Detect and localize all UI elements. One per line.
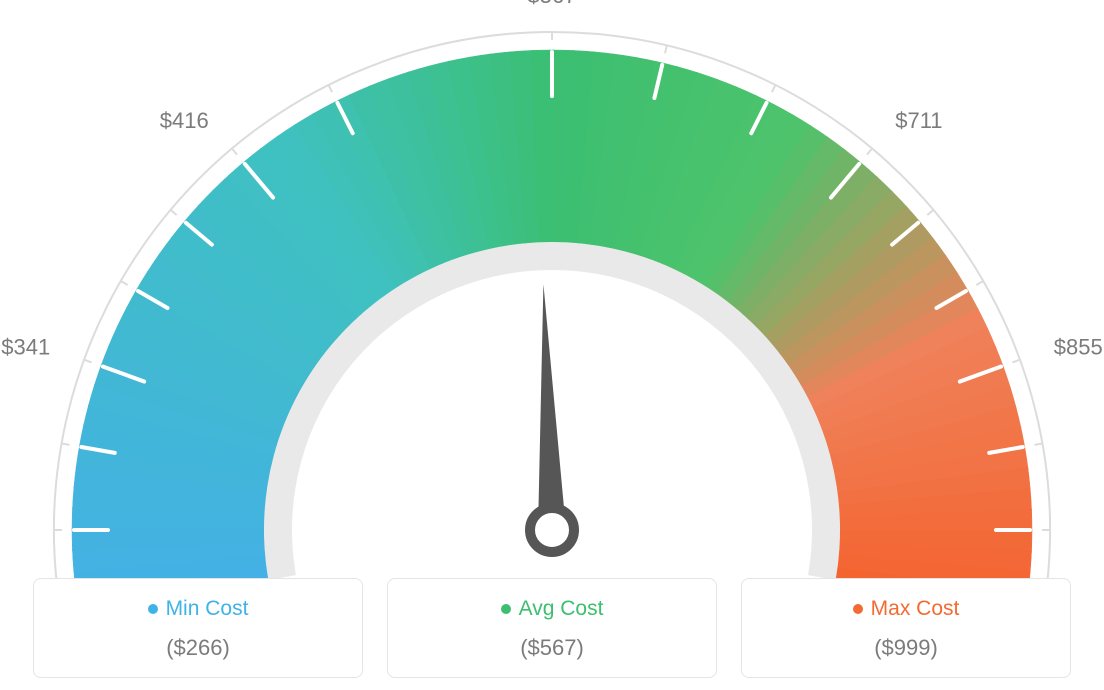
- legend-card: Min Cost ($266): [33, 578, 363, 678]
- legend-card-title: Min Cost: [148, 597, 249, 621]
- gauge-tick-label: $711: [895, 108, 942, 133]
- gauge-tick-label: $341: [1, 334, 50, 359]
- legend-card-title-text: Min Cost: [166, 597, 249, 621]
- legend-dot-icon: [501, 604, 511, 614]
- legend-card-value: ($567): [398, 635, 706, 661]
- legend-card-title: Avg Cost: [501, 597, 604, 621]
- legend-card-title-text: Max Cost: [871, 597, 960, 621]
- gauge-area: $266$341$416$567$711$855$999: [0, 0, 1104, 560]
- legend-card-title-text: Avg Cost: [519, 597, 604, 621]
- gauge-needle: [538, 284, 566, 530]
- gauge-needle-hub: [530, 508, 574, 552]
- gauge-tick-label: $567: [528, 0, 577, 8]
- legend-card-value: ($999): [752, 635, 1060, 661]
- legend-card-title: Max Cost: [853, 597, 960, 621]
- gauge-tick-label: $416: [160, 108, 209, 133]
- legend-card: Max Cost ($999): [741, 578, 1071, 678]
- legend-row: Min Cost ($266) Avg Cost ($567) Max Cost ($99…: [0, 578, 1104, 678]
- legend-dot-icon: [853, 604, 863, 614]
- legend-dot-icon: [148, 604, 158, 614]
- cost-gauge-container: $266$341$416$567$711$855$999 Min Cost($2…: [0, 0, 1104, 690]
- legend-card: Avg Cost ($567): [387, 578, 717, 678]
- gauge-svg: $266$341$416$567$711$855$999: [0, 0, 1104, 580]
- legend-card-value: ($266): [44, 635, 352, 661]
- gauge-tick-label: $855: [1054, 334, 1103, 359]
